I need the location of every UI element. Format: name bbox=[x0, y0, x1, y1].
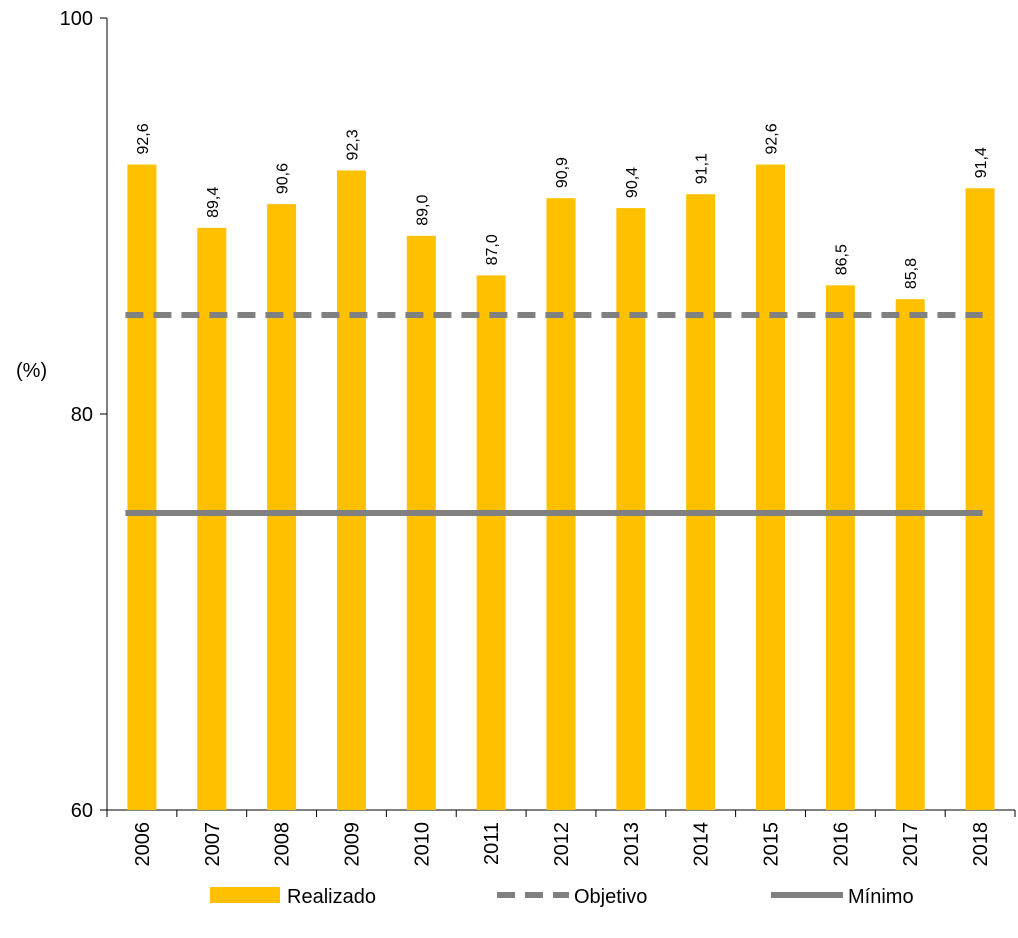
x-tick-label-2013: 2013 bbox=[621, 822, 643, 867]
legend-label-0: Realizado bbox=[287, 886, 376, 908]
bar-2013 bbox=[616, 208, 646, 810]
data-label-2008: 90,6 bbox=[275, 163, 292, 194]
bar-2018 bbox=[965, 188, 995, 810]
x-tick-label-2015: 2015 bbox=[761, 822, 783, 867]
x-tick-label-2009: 2009 bbox=[341, 822, 363, 867]
data-label-2011: 87,0 bbox=[484, 234, 501, 265]
data-label-2017: 85,8 bbox=[903, 258, 920, 289]
data-label-2015: 92,6 bbox=[764, 123, 781, 154]
x-tick-label-2011: 2011 bbox=[481, 822, 503, 865]
bar-2014 bbox=[686, 194, 716, 811]
data-label-2012: 90,9 bbox=[554, 157, 571, 188]
reference-lines bbox=[125, 312, 983, 516]
y-tick-label-2: 100 bbox=[60, 8, 93, 30]
legend-item-2: Mínimo bbox=[771, 886, 914, 908]
x-tick-label-2007: 2007 bbox=[202, 822, 224, 867]
y-axis-label: (%) bbox=[16, 360, 47, 382]
x-tick-label-2006: 2006 bbox=[132, 822, 154, 867]
data-label-2010: 89,0 bbox=[414, 195, 431, 226]
legend-label-1: Objetivo bbox=[574, 886, 647, 908]
legend-item-1: Objetivo bbox=[497, 886, 647, 908]
data-label-2007: 89,4 bbox=[205, 187, 222, 218]
data-label-2014: 91,1 bbox=[694, 153, 711, 184]
data-label-2006: 92,6 bbox=[135, 123, 152, 154]
x-tick-label-2018: 2018 bbox=[970, 822, 992, 867]
y-tick-label-0: 60 bbox=[71, 800, 93, 822]
legend-label-2: Mínimo bbox=[848, 886, 914, 908]
x-tick-labels: 2006 2007 2008 2009 2010 2011 2012 2013 2014 2015… bbox=[132, 822, 992, 867]
bar-2012 bbox=[546, 198, 576, 810]
y-tick-label-1: 80 bbox=[71, 404, 93, 426]
bar-2009 bbox=[336, 170, 366, 810]
bar-2010 bbox=[406, 235, 436, 811]
x-tick-label-2010: 2010 bbox=[411, 822, 433, 867]
data-label-2016: 86,5 bbox=[833, 244, 850, 275]
bar-2007 bbox=[197, 227, 227, 810]
data-label-2013: 90,4 bbox=[624, 167, 641, 198]
bar-2016 bbox=[825, 285, 855, 810]
bar-2006 bbox=[127, 164, 157, 810]
legend: Realizado Objetivo Mínimo bbox=[210, 886, 914, 908]
x-tick-label-2016: 2016 bbox=[830, 822, 852, 867]
bar-2008 bbox=[267, 204, 297, 810]
legend-swatch-0 bbox=[210, 887, 280, 903]
x-tick-label-2008: 2008 bbox=[272, 822, 294, 867]
bar-2017 bbox=[895, 299, 925, 810]
data-label-2009: 92,3 bbox=[344, 129, 361, 160]
x-tick-label-2014: 2014 bbox=[691, 822, 713, 867]
data-label-2018: 91,4 bbox=[973, 147, 990, 178]
legend-item-0: Realizado bbox=[210, 886, 376, 908]
bars bbox=[127, 164, 995, 811]
axes: 60 80 100 bbox=[60, 8, 1016, 822]
x-tick-label-2012: 2012 bbox=[551, 822, 573, 867]
data-labels: 92,6 89,4 90,6 92,3 89,0 87,0 90,9 90,4 91,1 92,6… bbox=[135, 123, 990, 289]
bar-2015 bbox=[756, 164, 786, 810]
bar-2011 bbox=[476, 275, 506, 810]
x-tick-label-2017: 2017 bbox=[900, 822, 922, 867]
